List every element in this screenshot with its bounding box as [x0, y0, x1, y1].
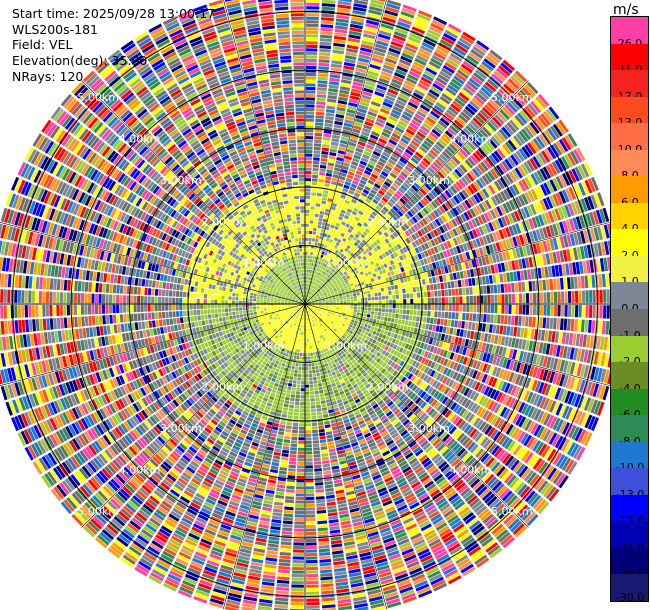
azimuth-line — [222, 303, 306, 610]
colorbar-tick-label: 10.0 — [611, 144, 649, 155]
velocity-gates-10 — [0, 0, 616, 610]
azimuth-line — [223, 0, 306, 305]
colorbar-tick-label: 0.0 — [611, 303, 649, 314]
range-ring-label: 3.00km — [160, 174, 202, 187]
velocity-gates-2 — [0, 0, 621, 610]
velocity-gates-4 — [0, 0, 619, 605]
colorbar-swatch — [611, 521, 649, 549]
range-ring-label: 1.00km — [326, 339, 368, 352]
colorbar-swatch — [611, 388, 649, 416]
colorbar-swatch — [611, 17, 649, 45]
range-ring-label: 2.00km — [202, 215, 244, 228]
colorbar-swatch — [611, 43, 649, 71]
colorbar-swatch — [611, 441, 649, 469]
colorbar-tick-label: 21.0 — [611, 64, 649, 75]
colorbar-swatch — [611, 362, 649, 390]
velocity-gates-9 — [7, 6, 617, 610]
range-ring-label: 4.00km — [119, 133, 161, 146]
velocity-gates-7 — [0, 0, 619, 610]
range-ring-label: 2.00km — [367, 381, 409, 394]
velocity-sectors — [0, 0, 621, 610]
colorbar-swatch — [611, 494, 649, 522]
colorbar-swatch — [611, 202, 649, 230]
velocity-gates-11 — [0, 0, 617, 610]
azimuth-line — [304, 303, 611, 387]
colorbar-tick-label: 2.0 — [611, 250, 649, 261]
colorbar-swatch — [611, 282, 649, 310]
instrument-text: WLS200s-181 — [12, 22, 98, 37]
colorbar-unit: m/s — [613, 2, 639, 18]
azimuth-line — [81, 303, 306, 528]
colorbar-tick-label: 13.0 — [611, 117, 649, 128]
colorbar-swatch — [611, 176, 649, 204]
azimuth-line — [0, 303, 306, 387]
azimuth-line — [304, 221, 611, 305]
colorbar-tick-label: -21.0 — [611, 542, 649, 553]
range-ring-label: 2.00km — [202, 381, 244, 394]
colorbar-tick-label: -17.0 — [611, 515, 649, 526]
colorbar-swatch — [611, 123, 649, 151]
velocity-gates-1 — [0, 0, 620, 609]
colorbar-swatch — [611, 468, 649, 496]
range-ring-label: 4.00km — [450, 464, 492, 477]
range-ring-label: 5.00km — [77, 91, 119, 104]
colorbar-tick-label: -1.0 — [611, 330, 649, 341]
range-ring-label: 1.00km — [326, 257, 368, 270]
azimuth-line — [304, 0, 387, 305]
azimuth-line — [0, 221, 306, 305]
colorbar-tick-label: 1.0 — [611, 276, 649, 287]
elevation-text: Elevation(deg): 35.00 — [12, 53, 148, 68]
colorbar-swatch — [611, 70, 649, 98]
colorbar-tick-label: -4.0 — [611, 383, 649, 394]
colorbar-tick-label: 6.0 — [611, 197, 649, 208]
colorbar-tick-label: -8.0 — [611, 436, 649, 447]
range-ring-label: 2.00km — [367, 215, 409, 228]
range-ring-label: 4.00km — [450, 133, 492, 146]
range-ring-label: 5.00km — [77, 505, 119, 518]
colorbar-tick-label: 26.0 — [611, 38, 649, 49]
nrays-text: NRays: 120 — [12, 69, 84, 84]
range-ring-labels: 1.00km 1.00km 1.00km 1.00km 2.00km 2.00km 2.00… — [77, 91, 532, 518]
azimuth-line — [304, 303, 388, 610]
colorbar-swatch — [611, 415, 649, 443]
colorbar-tick-label: -30.0 — [615, 591, 645, 604]
colorbar-tick-label: -6.0 — [611, 409, 649, 420]
range-ring-label: 5.00km — [491, 91, 533, 104]
range-ring-label: 3.00km — [408, 422, 450, 435]
range-ring-label: 4.00km — [119, 464, 161, 477]
ray-lines — [0, 0, 611, 610]
start-time-text: Start time: 2025/09/28 13:00:17 — [12, 6, 216, 21]
colorbar-tick-label: -26.0 — [611, 568, 649, 579]
crosshair-axes — [0, 0, 621, 610]
azimuth-line — [81, 80, 306, 305]
colorbar-tick-label: 17.0 — [611, 91, 649, 102]
colorbar-swatch — [611, 229, 649, 257]
colorbar-tick-label: -13.0 — [611, 489, 649, 500]
colorbar-swatch — [611, 335, 649, 363]
colorbar-swatch — [611, 96, 649, 124]
range-ring-label: 1.00km — [243, 339, 285, 352]
azimuth-line — [304, 80, 529, 305]
colorbar-swatch — [611, 547, 649, 576]
colorbar-tick-label: 8.0 — [611, 170, 649, 181]
azimuth-line — [304, 303, 529, 528]
colorbar-tick-label: -10.0 — [611, 462, 649, 473]
range-ring-label: 3.00km — [160, 422, 202, 435]
colorbar-tick-label: 4.0 — [611, 223, 649, 234]
field-text: Field: VEL — [12, 37, 73, 52]
colorbar-swatch — [611, 309, 649, 337]
colorbar-swatch — [611, 149, 649, 177]
range-ring-label: 3.00km — [408, 174, 450, 187]
colorbar-tick-label: -2.0 — [611, 356, 649, 367]
colorbar-swatch — [611, 255, 649, 284]
range-ring-label: 1.00km — [243, 257, 285, 270]
colorbar-swatch — [611, 574, 649, 602]
range-ring-label: 5.00km — [491, 505, 533, 518]
